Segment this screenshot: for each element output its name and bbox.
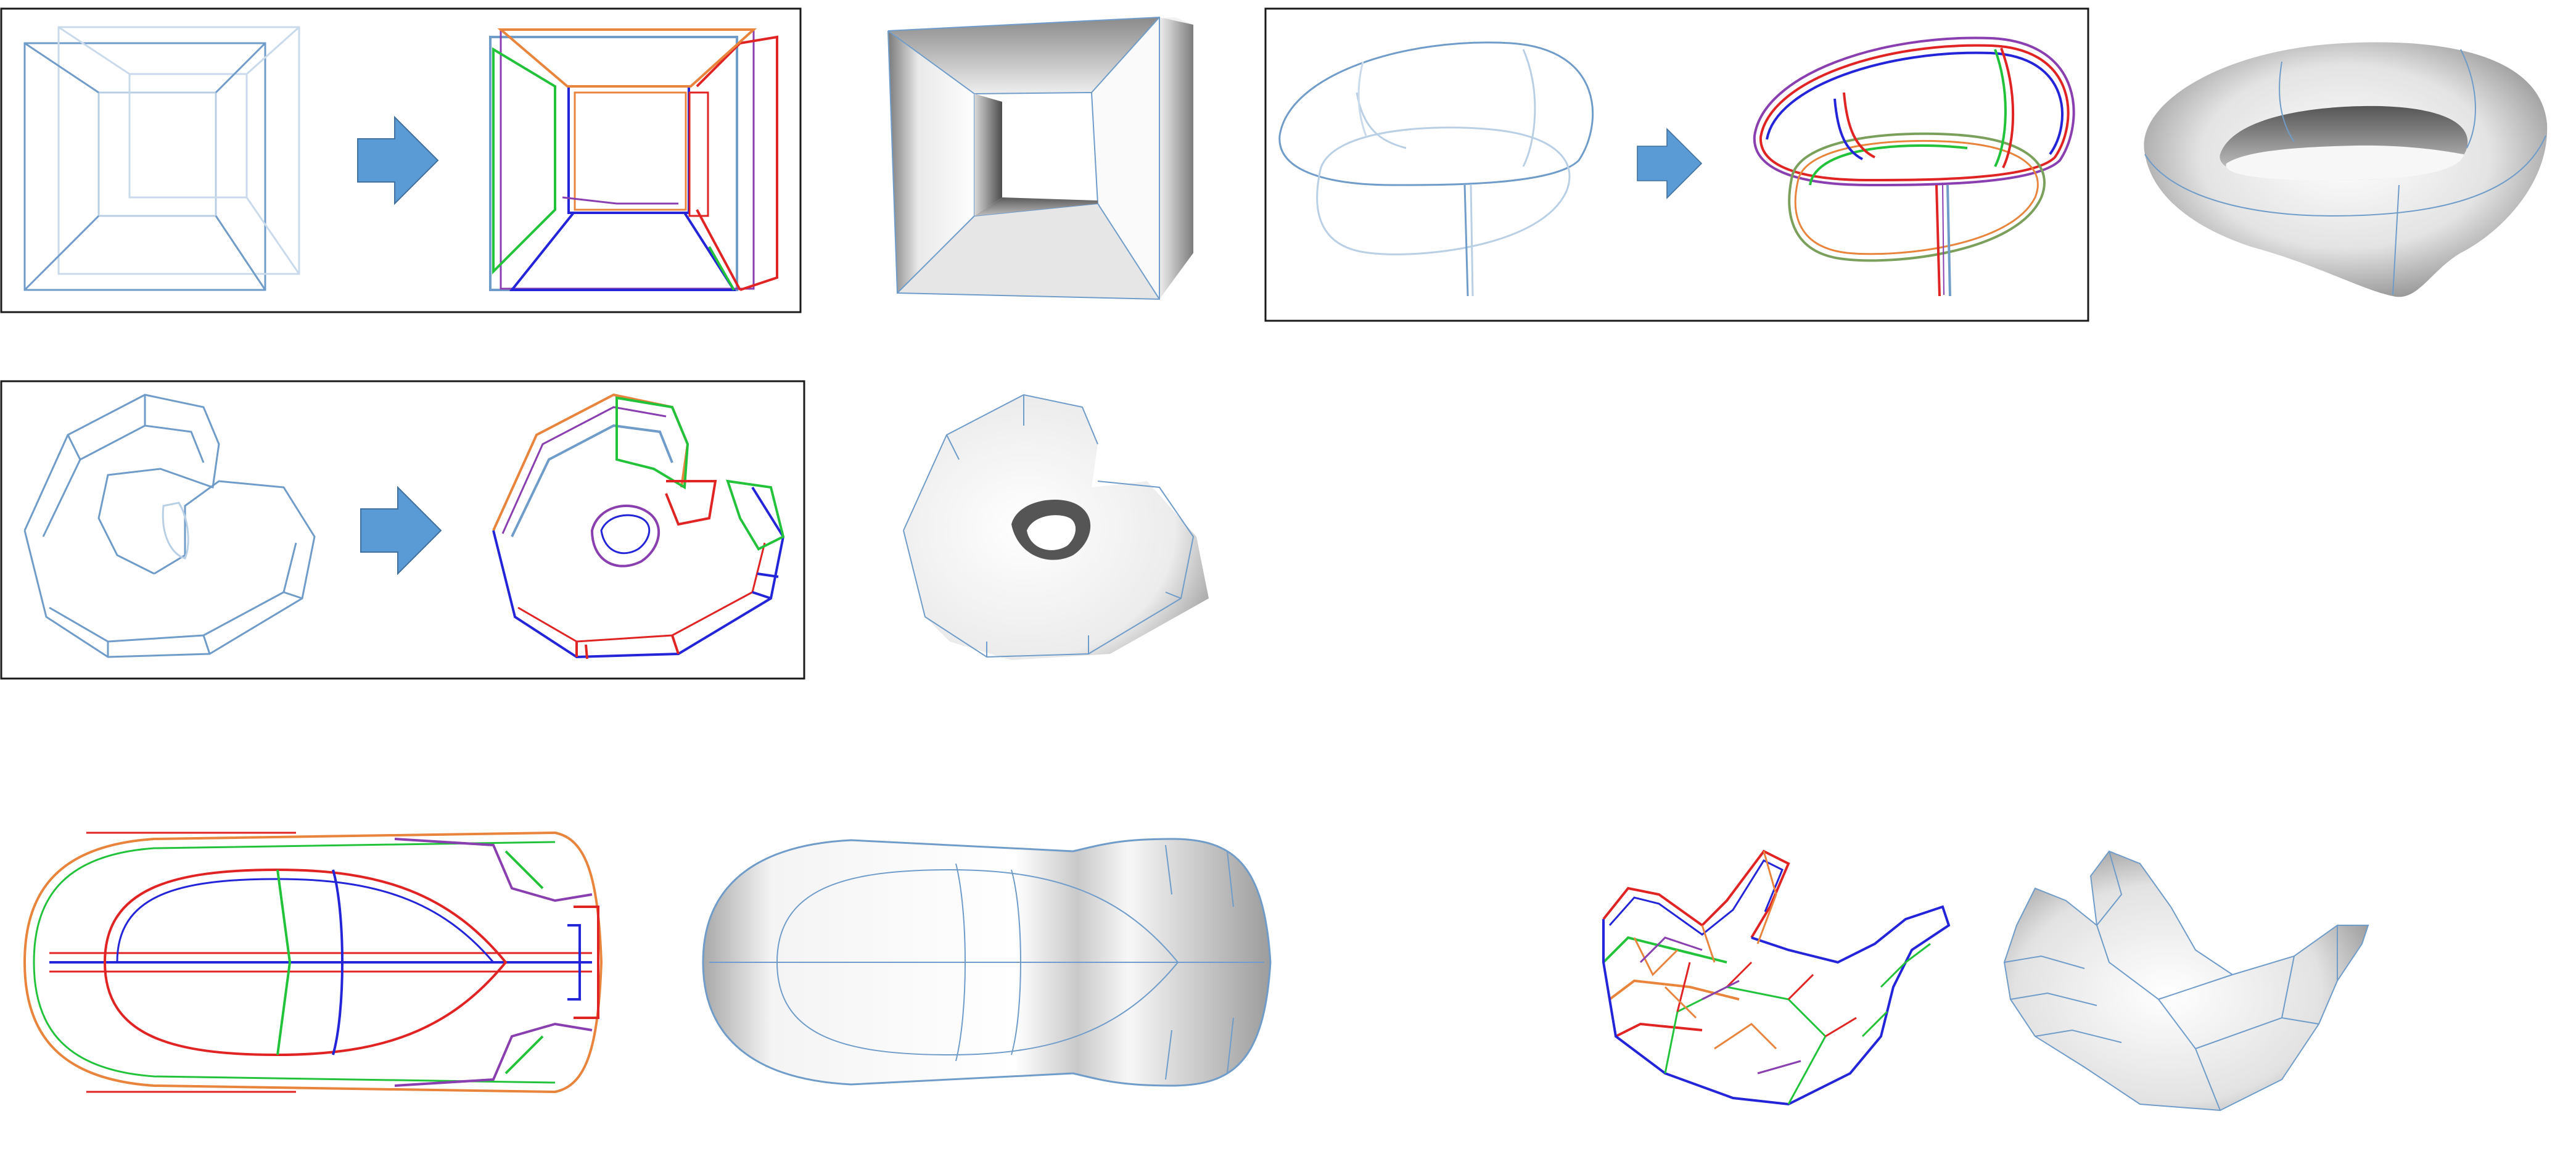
hypercube-frame [0,7,802,313]
spiral-shaded-surface [903,394,1209,660]
spiral-arrow [360,487,442,574]
hypercube-example [0,7,1193,313]
spiral-example [0,380,1209,680]
hand-curve-network [1602,849,1951,1106]
twisted-ring-shaded-surface [2144,42,2548,297]
hypercube-arrow [357,117,438,204]
hypercube-shaded-surface [887,16,1193,300]
hypercube-curve-network [489,28,778,291]
twisted-ring-curve-network [1753,36,2075,297]
hypercube-sketch [23,26,300,291]
hand-shaded-surface [2003,850,2369,1112]
twisted-ring-example [1264,7,2548,322]
car-example [23,831,1272,1094]
hand-example [1602,849,2369,1112]
spiral-curve-network [492,393,785,659]
car-curve-network [23,831,603,1094]
spiral-frame [0,380,805,680]
twisted-ring-arrow [1637,128,1702,199]
car-shaded-surface [702,838,1272,1087]
twisted-ring-frame [1264,7,2089,322]
spiral-sketch [23,394,316,658]
twisted-ring-sketch [1278,41,1594,297]
